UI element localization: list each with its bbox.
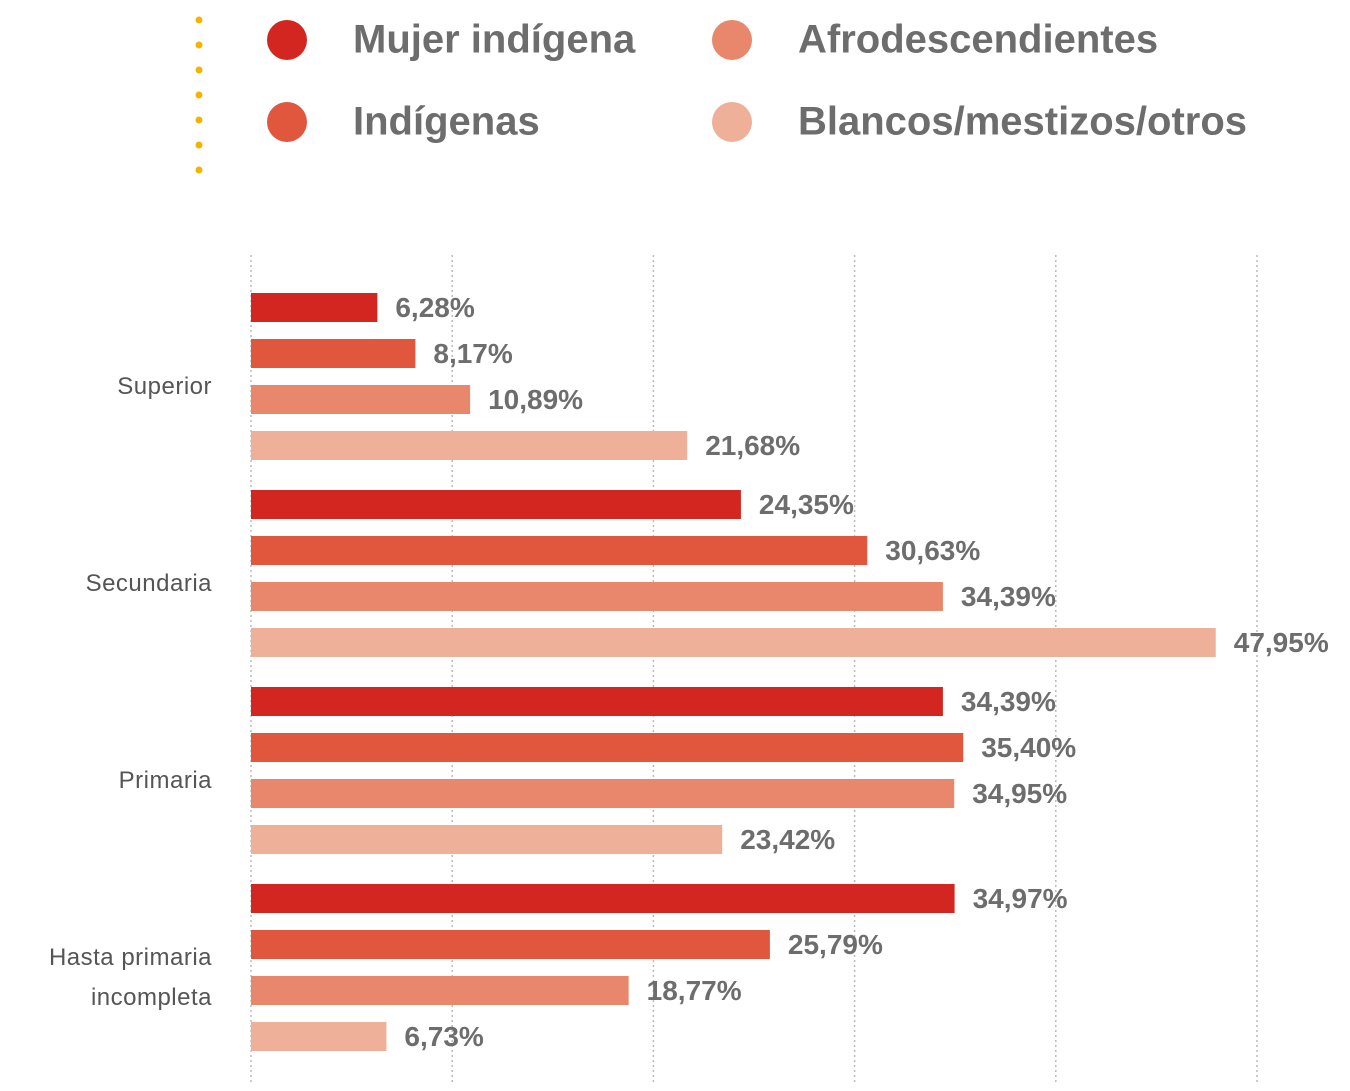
value-label: 35,40%: [981, 732, 1076, 763]
category-label: Superior: [117, 372, 212, 400]
value-label: 6,28%: [395, 292, 474, 323]
bar: [251, 536, 868, 565]
bar: [251, 930, 770, 959]
bar: [251, 431, 688, 460]
value-label: 34,39%: [961, 686, 1056, 717]
bar: [251, 385, 471, 414]
value-label: 24,35%: [759, 489, 854, 520]
value-label: 6,73%: [404, 1021, 483, 1052]
category-label: Primaria: [118, 766, 212, 794]
legend-marker: [267, 102, 307, 142]
bar: [251, 490, 741, 519]
value-label: 47,95%: [1234, 627, 1329, 658]
legend-marker: [267, 20, 307, 60]
legend-label: Indígenas: [353, 100, 540, 144]
legend-marker: [712, 20, 752, 60]
bar: [251, 339, 416, 368]
bar: [251, 628, 1216, 657]
value-label: 34,39%: [961, 581, 1056, 612]
bar: [251, 687, 943, 716]
value-label: 23,42%: [740, 824, 835, 855]
bar: [251, 293, 378, 322]
legend-marker: [712, 102, 752, 142]
legend-label: Mujer indígena: [353, 18, 636, 62]
bar: [251, 884, 955, 913]
value-label: 34,95%: [972, 778, 1067, 809]
value-label: 25,79%: [788, 929, 883, 960]
value-label: 34,97%: [973, 883, 1068, 914]
legend-label: Afrodescendientes: [798, 18, 1158, 62]
bar: [251, 1022, 387, 1051]
category-label: Hasta primaria incompleta: [48, 943, 212, 1011]
bar: [251, 976, 629, 1005]
bar: [251, 779, 955, 808]
bar: [251, 733, 964, 762]
category-label: Secundaria: [85, 569, 212, 597]
value-label: 10,89%: [488, 384, 583, 415]
value-label: 21,68%: [705, 430, 800, 461]
bar: [251, 582, 943, 611]
bar: [251, 825, 723, 854]
value-label: 30,63%: [885, 535, 980, 566]
value-label: 18,77%: [647, 975, 742, 1006]
value-label: 8,17%: [433, 338, 512, 369]
legend-label: Blancos/mestizos/otros: [798, 100, 1247, 144]
